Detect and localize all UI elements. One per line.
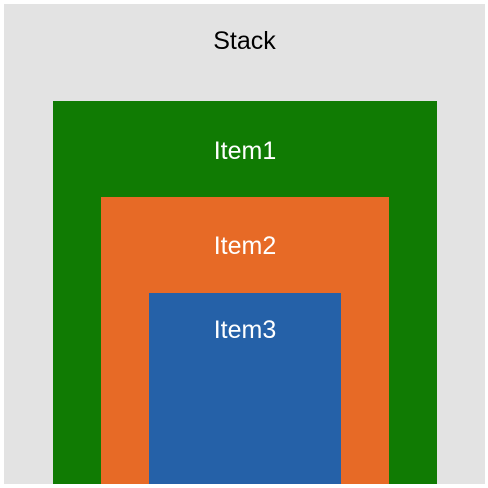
item3-label: Item3: [213, 316, 277, 344]
item2-box: Item2 Item3: [101, 197, 389, 484]
stack-container: Stack Item1 Item2 Item3: [4, 4, 485, 484]
item1-label: Item1: [213, 137, 277, 165]
item3-box: Item3: [149, 293, 341, 484]
item2-label: Item2: [213, 232, 277, 260]
item1-box: Item1 Item2 Item3: [53, 101, 437, 484]
stack-label: Stack: [213, 27, 276, 55]
